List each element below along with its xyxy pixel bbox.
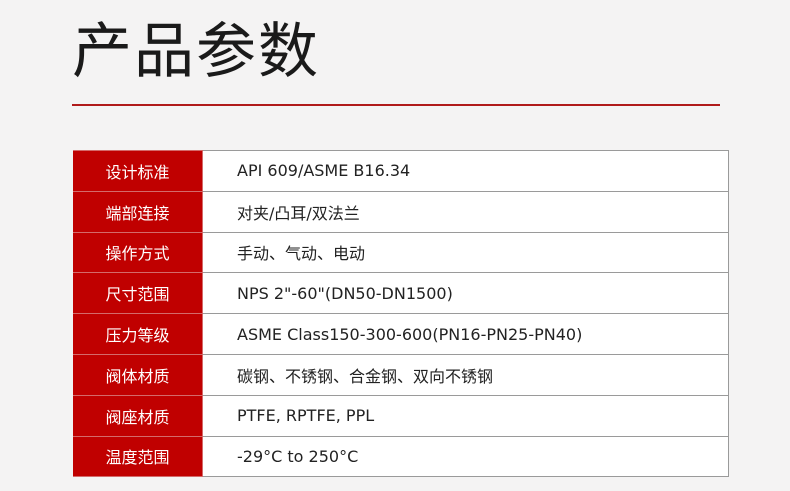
param-value: 手动、气动、电动 [202, 231, 729, 274]
param-value: 对夹/凸耳/双法兰 [202, 190, 729, 233]
param-label: 温度范围 [73, 435, 203, 478]
param-value: NPS 2"-60"(DN50-DN1500) [202, 272, 729, 315]
param-label: 阀体材质 [73, 353, 203, 396]
title-divider [72, 104, 720, 106]
table-row: 尺寸范围 NPS 2"-60"(DN50-DN1500) [73, 272, 729, 315]
param-value: API 609/ASME B16.34 [202, 150, 729, 192]
table-row: 阀座材质 PTFE, RPTFE, PPL [73, 394, 729, 437]
params-table: 设计标准 API 609/ASME B16.34 端部连接 对夹/凸耳/双法兰 操作方式… [73, 150, 729, 478]
table-row: 设计标准 API 609/ASME B16.34 [73, 150, 729, 192]
table-row: 操作方式 手动、气动、电动 [73, 231, 729, 274]
table-row: 压力等级 ASME Class150-300-600(PN16-PN25-PN40… [73, 313, 729, 355]
param-value: 碳钢、不锈钢、合金钢、双向不锈钢 [202, 353, 729, 396]
param-label: 尺寸范围 [73, 272, 203, 315]
param-label: 阀座材质 [73, 394, 203, 437]
param-label: 端部连接 [73, 190, 203, 233]
param-value: ASME Class150-300-600(PN16-PN25-PN40) [202, 313, 729, 355]
page-title: 产品参数 [72, 17, 320, 87]
param-value: -29°C to 250°C [202, 435, 729, 478]
table-row: 温度范围 -29°C to 250°C [73, 435, 729, 478]
param-label: 设计标准 [73, 150, 203, 192]
table-row: 端部连接 对夹/凸耳/双法兰 [73, 190, 729, 233]
param-label: 压力等级 [73, 313, 203, 355]
param-label: 操作方式 [73, 231, 203, 274]
param-value: PTFE, RPTFE, PPL [202, 394, 729, 437]
table-row: 阀体材质 碳钢、不锈钢、合金钢、双向不锈钢 [73, 353, 729, 396]
